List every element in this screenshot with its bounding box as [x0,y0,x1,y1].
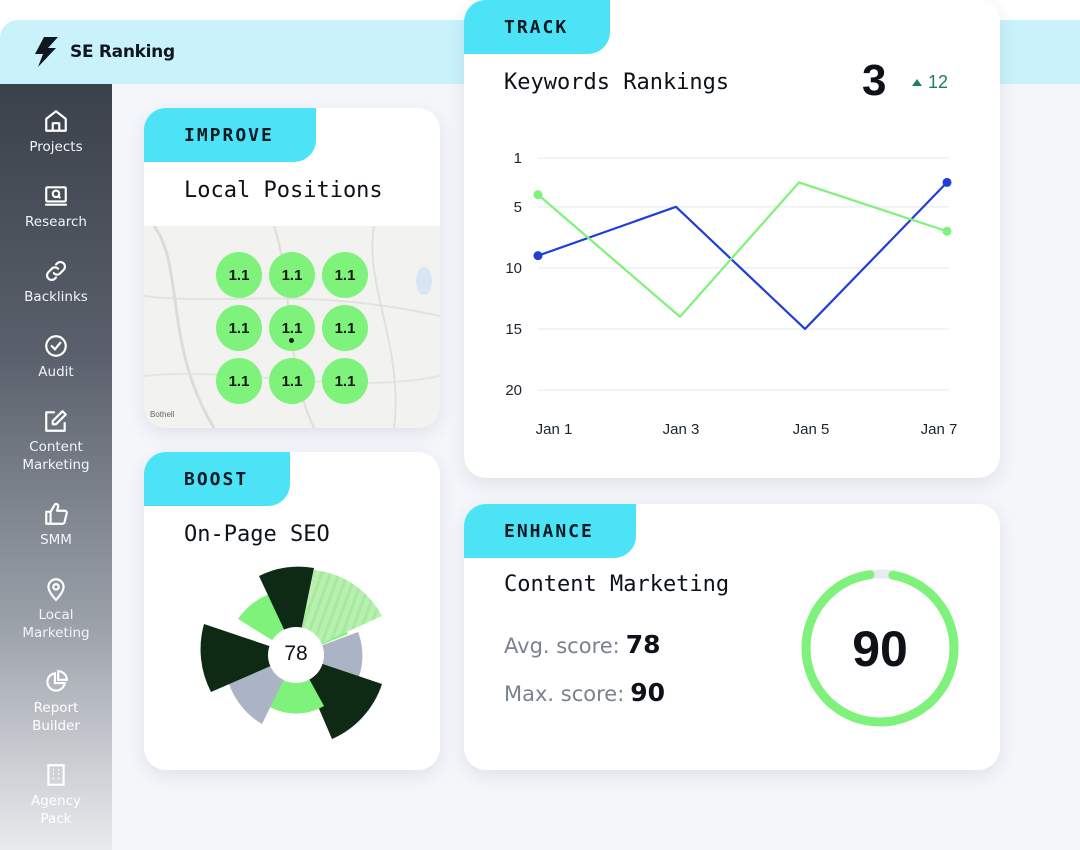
sidebar-item-label: Agency Pack [30,793,82,827]
edit-icon [45,410,67,432]
sidebar-item-smm[interactable]: SMM [0,501,112,549]
sidebar-item-label: Backlinks [24,289,88,305]
sidebar-item-label: SMM [40,532,72,548]
thumbs-up-icon [45,502,68,525]
x-tick-label: Jan 3 [663,421,700,438]
rose-segment-dark [200,624,296,692]
brand[interactable]: SE Ranking [32,36,175,68]
rankings-delta: 12 [912,72,948,93]
x-tick-label: Jan 5 [793,421,830,438]
keywords-rankings-card[interactable]: TRACK Keywords Rankings 3 12 1 5 10 15 20 Jan… [464,0,1000,478]
monitor-search-icon [45,186,67,206]
series-point [533,190,543,200]
y-tick-label: 15 [505,321,522,338]
sidebar-item-research[interactable]: Research [0,183,112,231]
onpage-rose-chart [200,566,382,739]
y-tick-label: 1 [514,150,522,167]
content-marketing-card[interactable]: ENHANCE Content Marketing Avg. score: 78 … [464,504,1000,770]
series-line [537,181,948,331]
link-icon [46,261,66,281]
improve-tag: IMPROVE [144,108,316,162]
location-dot [289,338,294,343]
y-tick-label: 5 [514,199,522,216]
max-score-value: 90 [630,678,666,707]
y-tick-label: 10 [505,260,522,277]
sidebar-item-local-marketing[interactable]: Local Marketing [0,576,112,642]
position-pin[interactable]: 1.1 [322,305,368,351]
sidebar-item-audit[interactable]: Audit [0,333,112,381]
position-pin[interactable]: 1.1 [322,358,368,404]
triangle-up-icon [912,79,922,86]
sidebar-item-agency-pack[interactable]: Agency Pack [0,762,112,828]
map-pin-icon [47,578,65,602]
rankings-delta-value: 12 [928,72,949,92]
onpage-score: 78 [284,642,308,665]
position-pin[interactable]: 1.1 [269,252,315,298]
y-tick-label: 20 [505,382,522,399]
max-score-label: Max. score: [504,682,625,706]
avg-score-value: 78 [625,630,661,659]
track-tag: TRACK [464,0,610,54]
rose-center [268,627,324,683]
sidebar-item-projects[interactable]: Projects [0,108,112,156]
rose-segment-green [268,655,324,714]
sidebar: Projects Research Backlinks Audit Conten… [0,84,112,850]
x-tick-label: Jan 7 [921,421,958,438]
position-pin[interactable]: 1.1 [269,358,315,404]
rose-segment-light [296,570,382,655]
position-pin[interactable]: 1.1 [269,305,315,351]
check-circle-icon [45,335,67,357]
keywords-rankings-title: Keywords Rankings [504,70,730,95]
building-icon [47,764,65,786]
series-point [942,177,952,187]
avg-score-label: Avg. score: [504,634,620,658]
local-positions-title: Local Positions [184,178,383,203]
content-marketing-title: Content Marketing [504,572,730,597]
position-pin[interactable]: 1.1 [216,305,262,351]
sidebar-item-label: Content Marketing [22,439,90,473]
max-score: Max. score: 90 [504,678,665,707]
series-point [533,251,543,261]
position-pin[interactable]: 1.1 [322,252,368,298]
pie-chart-icon [46,670,68,692]
enhance-tag: ENHANCE [464,504,636,558]
gauge-arc [801,569,959,727]
x-tick-label: Jan 1 [536,421,573,438]
avg-score: Avg. score: 78 [504,630,661,659]
score-gauge [801,569,959,727]
se-ranking-logo-icon [35,37,58,67]
local-positions-card[interactable]: IMPROVE Local Positions Bothell 1.1 1.1 … [144,108,440,428]
onpage-seo-card[interactable]: BOOST On-Page SEO 78 [144,452,440,770]
map-label-bothell: Bothell [150,410,175,419]
boost-tag: BOOST [144,452,290,506]
sidebar-item-label: Report Builder [32,700,80,734]
sidebar-item-label: Local Marketing [22,607,90,641]
sidebar-item-backlinks[interactable]: Backlinks [0,258,112,306]
series-point [942,226,952,236]
home-icon [45,110,67,132]
position-pin[interactable]: 1.1 [216,252,262,298]
sidebar-item-content-marketing[interactable]: Content Marketing [0,408,112,474]
rankings-value: 3 [862,56,887,105]
gauge-value: 90 [852,621,908,677]
brand-name: SE Ranking [70,42,175,62]
sidebar-item-label: Projects [29,139,83,155]
sidebar-item-label: Research [25,214,87,230]
onpage-seo-title: On-Page SEO [184,522,330,547]
position-pin[interactable]: 1.1 [216,358,262,404]
sidebar-item-label: Audit [38,364,74,380]
sidebar-item-report-builder[interactable]: Report Builder [0,669,112,735]
rose-segment-gray [296,632,363,684]
rose-segment-dark [296,655,382,739]
series-line [537,181,948,318]
